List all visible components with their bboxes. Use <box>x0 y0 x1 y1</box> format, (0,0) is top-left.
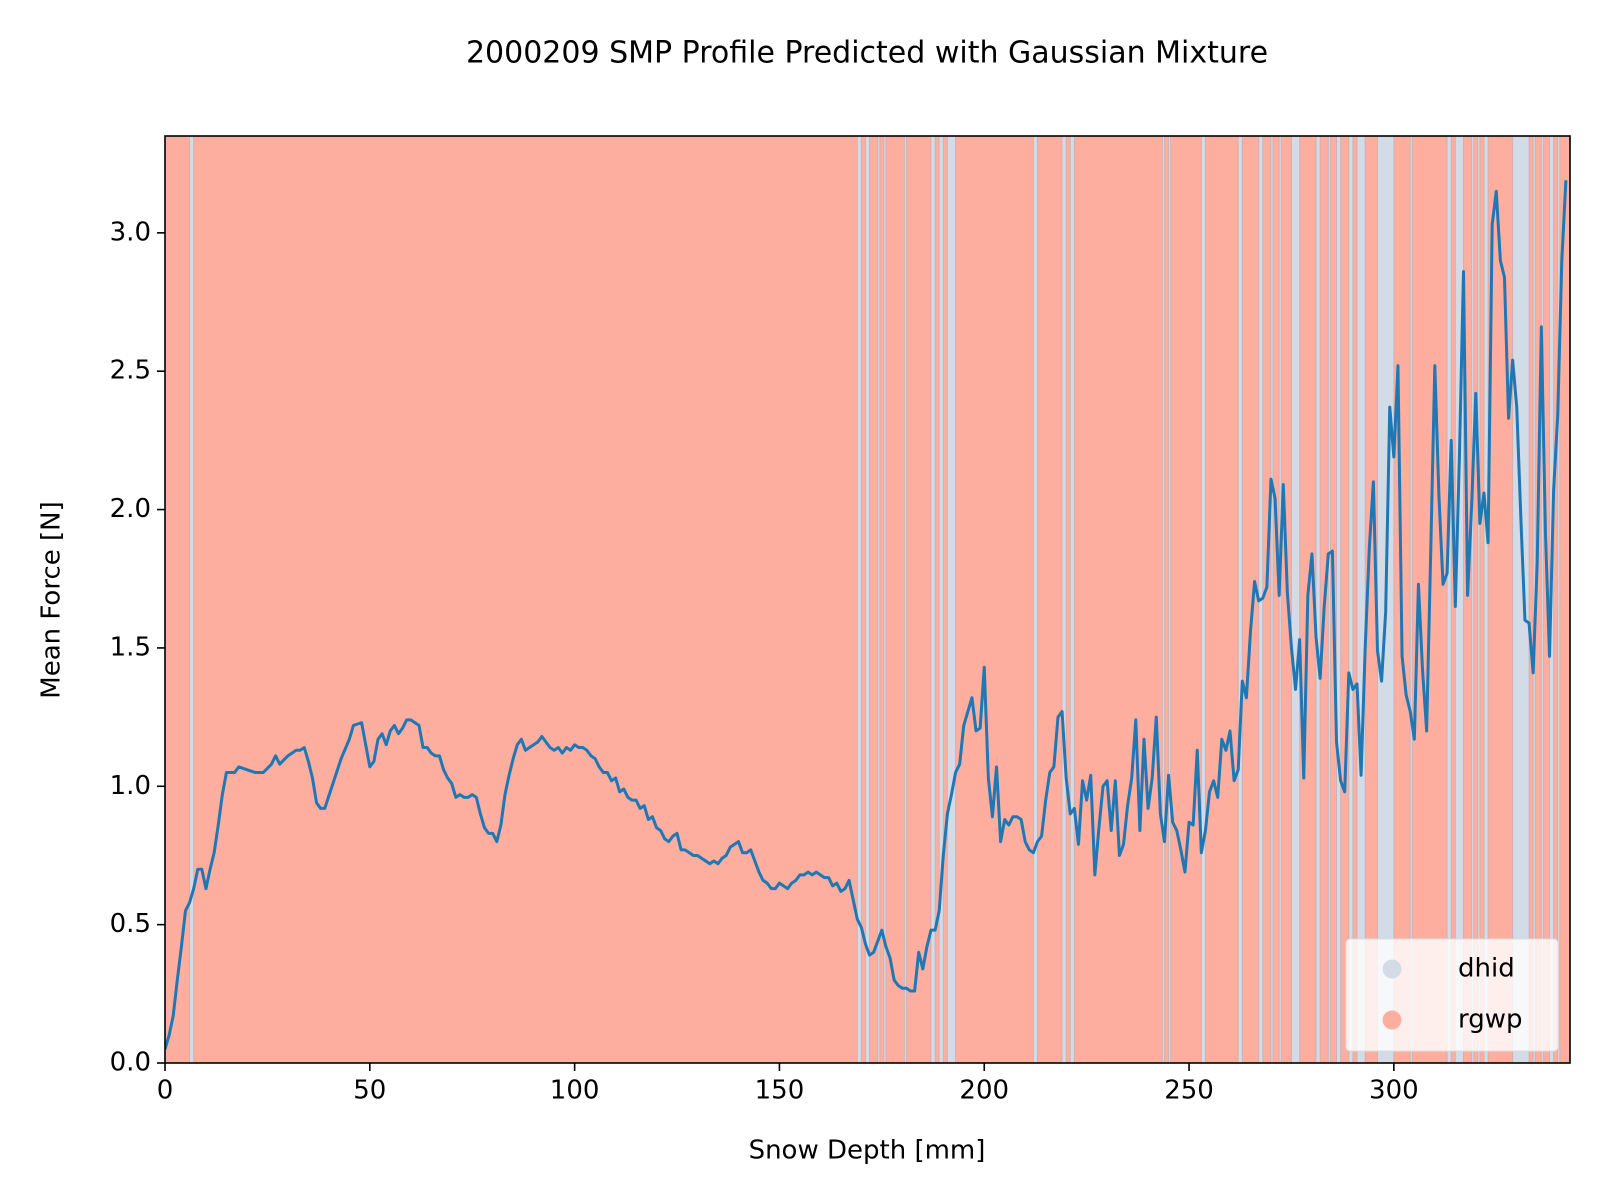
plot-frame <box>164 135 1571 1064</box>
x-axis-label: Snow Depth [mm] <box>749 1136 986 1166</box>
x-tick-label: 250 <box>1164 1076 1214 1106</box>
class-region <box>877 136 881 1063</box>
y-tick-label: 2.0 <box>110 494 151 524</box>
class-region <box>1290 136 1301 1063</box>
class-region <box>1540 136 1544 1063</box>
class-region <box>1327 136 1331 1063</box>
class-region <box>938 136 944 1063</box>
class-region <box>1471 136 1475 1063</box>
legend-box <box>1345 938 1559 1052</box>
legend-marker <box>1382 959 1402 979</box>
class-region <box>930 136 936 1063</box>
x-tick-label: 50 <box>353 1076 386 1106</box>
class-region <box>1061 136 1067 1063</box>
legend-marker <box>1382 1010 1402 1030</box>
y-tick-label: 0.5 <box>110 909 151 939</box>
legend-label: dhid <box>1458 954 1515 984</box>
class-region <box>1477 136 1481 1063</box>
legend-label: rgwp <box>1458 1005 1523 1035</box>
y-tick-label: 1.5 <box>110 632 151 662</box>
class-region <box>864 136 871 1063</box>
class-region <box>1446 136 1452 1063</box>
class-region <box>1168 136 1172 1063</box>
class-region <box>1270 136 1274 1063</box>
x-tick-label: 150 <box>755 1076 805 1106</box>
y-axis-label: Mean Force [N] <box>37 501 67 698</box>
class-region <box>1161 136 1165 1063</box>
class-region <box>903 136 907 1063</box>
class-region <box>1557 136 1561 1063</box>
class-region <box>946 136 957 1063</box>
x-tick-label: 200 <box>959 1076 1009 1106</box>
class-region <box>1237 136 1243 1063</box>
class-region <box>1315 136 1321 1063</box>
class-region <box>856 136 862 1063</box>
class-region <box>1336 136 1342 1063</box>
y-tick-label: 1.0 <box>110 771 151 801</box>
plot-area <box>165 136 1570 1063</box>
class-region <box>189 136 195 1063</box>
data-line <box>165 180 1568 1050</box>
x-tick-label: 0 <box>157 1076 174 1106</box>
class-region <box>1278 136 1282 1063</box>
y-tick-label: 0.0 <box>110 1048 151 1078</box>
class-region <box>1069 136 1075 1063</box>
class-region <box>1512 136 1530 1063</box>
class-region <box>1200 136 1206 1063</box>
class-region <box>1348 136 1354 1063</box>
class-region <box>1483 136 1489 1063</box>
class-region <box>1356 136 1366 1063</box>
chart-title: 2000209 SMP Profile Predicted with Gauss… <box>466 36 1268 71</box>
x-tick-label: 300 <box>1369 1076 1419 1106</box>
class-region <box>1409 136 1413 1063</box>
y-tick-label: 2.5 <box>110 356 151 386</box>
y-tick-label: 3.0 <box>110 217 151 247</box>
x-tick-label: 100 <box>550 1076 600 1106</box>
class-region <box>1032 136 1038 1063</box>
class-region <box>883 136 887 1063</box>
